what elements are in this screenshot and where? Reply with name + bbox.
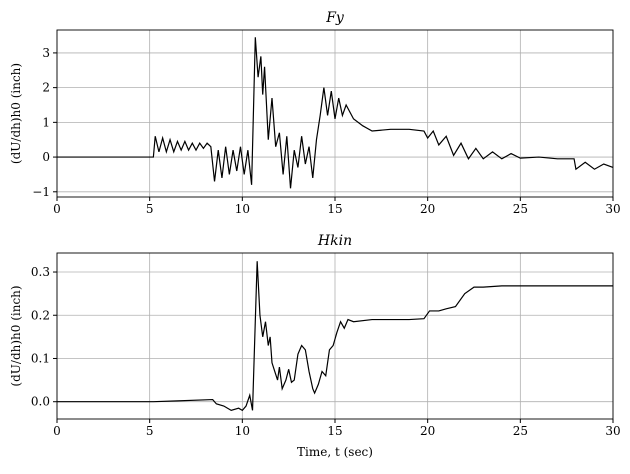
x-tick-label: 15: [327, 424, 342, 438]
y-tick-label: 0.1: [31, 351, 50, 365]
data-line: [57, 261, 613, 412]
data-line: [57, 37, 614, 189]
y-tick-label: −1: [32, 185, 50, 199]
x-tick-label: 20: [420, 202, 435, 216]
subplot-title: Fy: [325, 10, 345, 26]
x-tick-label: 30: [605, 202, 620, 216]
y-tick-label: 3: [42, 46, 50, 60]
plot-frame: [56, 29, 614, 198]
x-tick-label: 20: [420, 424, 435, 438]
y-axis-label: (dU/dh)h0 (inch): [9, 285, 23, 386]
x-tick-label: 10: [235, 202, 250, 216]
x-tick-label: 5: [146, 202, 154, 216]
x-tick-label: 25: [513, 424, 528, 438]
x-tick-label: 30: [605, 424, 620, 438]
y-tick-label: 0.3: [31, 265, 50, 279]
y-tick-label: 1: [42, 115, 50, 129]
x-tick-label: 0: [53, 424, 61, 438]
x-tick-label: 5: [146, 424, 154, 438]
plot-frame: [56, 252, 614, 420]
y-tick-label: 2: [42, 81, 50, 95]
y-axis-label: (dU/dh)h0 (inch): [9, 63, 23, 164]
y-tick-label: 0.0: [31, 395, 50, 409]
x-tick-label: 25: [513, 202, 528, 216]
y-tick-label: 0.2: [31, 308, 50, 322]
x-tick-label: 0: [53, 202, 61, 216]
y-tick-label: 0: [42, 150, 50, 164]
x-tick-label: 15: [327, 202, 342, 216]
x-axis-label: Time, t (sec): [297, 445, 373, 459]
subplot-title: Hkin: [317, 233, 352, 249]
x-tick-label: 10: [235, 424, 250, 438]
